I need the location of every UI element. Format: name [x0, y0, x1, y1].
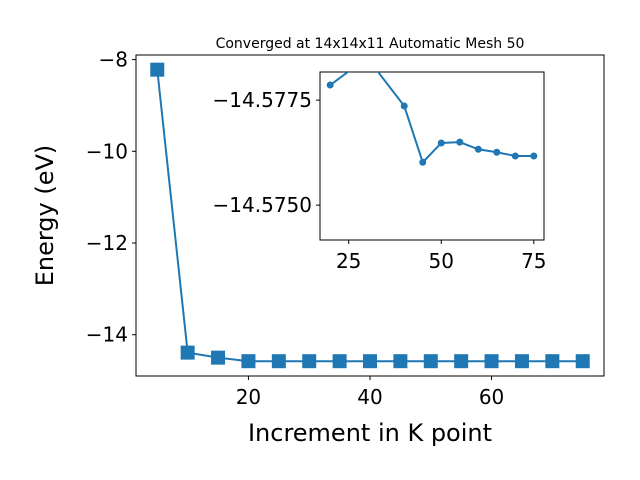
- point: [474, 145, 482, 153]
- x-tick-label: 20: [236, 385, 261, 409]
- point: [363, 354, 377, 369]
- point: [514, 354, 529, 369]
- point: [150, 62, 165, 77]
- x-tick-label: 50: [429, 249, 454, 273]
- x-tick-label: 40: [357, 385, 382, 409]
- plot-area: [319, 71, 545, 241]
- point: [393, 354, 408, 369]
- x-tick-label: 75: [521, 249, 546, 273]
- point: [493, 148, 501, 156]
- point: [271, 354, 286, 369]
- point: [437, 139, 445, 147]
- y-tick-label: −14: [86, 323, 128, 347]
- y-tick-label: −14.5775: [213, 88, 312, 112]
- point: [326, 81, 334, 89]
- point: [456, 138, 464, 146]
- plot-layer: [150, 62, 590, 369]
- y-tick-label: −14.5750: [213, 193, 312, 217]
- point: [241, 354, 256, 369]
- point: [575, 354, 590, 369]
- point: [423, 354, 438, 369]
- y-tick-label: −10: [86, 139, 128, 163]
- x-tick-label: 25: [336, 249, 361, 273]
- point: [400, 102, 408, 110]
- point: [180, 345, 195, 360]
- point: [211, 350, 226, 365]
- point: [419, 158, 427, 166]
- point: [332, 354, 347, 369]
- point: [545, 354, 560, 369]
- point: [454, 354, 469, 369]
- x-axis-label: Increment in K point: [248, 419, 492, 447]
- point: [511, 152, 519, 160]
- point: [530, 152, 538, 160]
- y-axis-label: Energy (eV): [31, 145, 59, 287]
- plot-layer: [326, 72, 538, 166]
- y-tick-label: −8: [99, 48, 128, 72]
- chart-title: Converged at 14x14x11 Automatic Mesh 50: [216, 36, 525, 52]
- y-tick-label: −12: [86, 231, 128, 255]
- point: [484, 354, 499, 369]
- point: [302, 354, 317, 369]
- series-line: [329, 72, 534, 165]
- x-tick-label: 60: [479, 385, 504, 409]
